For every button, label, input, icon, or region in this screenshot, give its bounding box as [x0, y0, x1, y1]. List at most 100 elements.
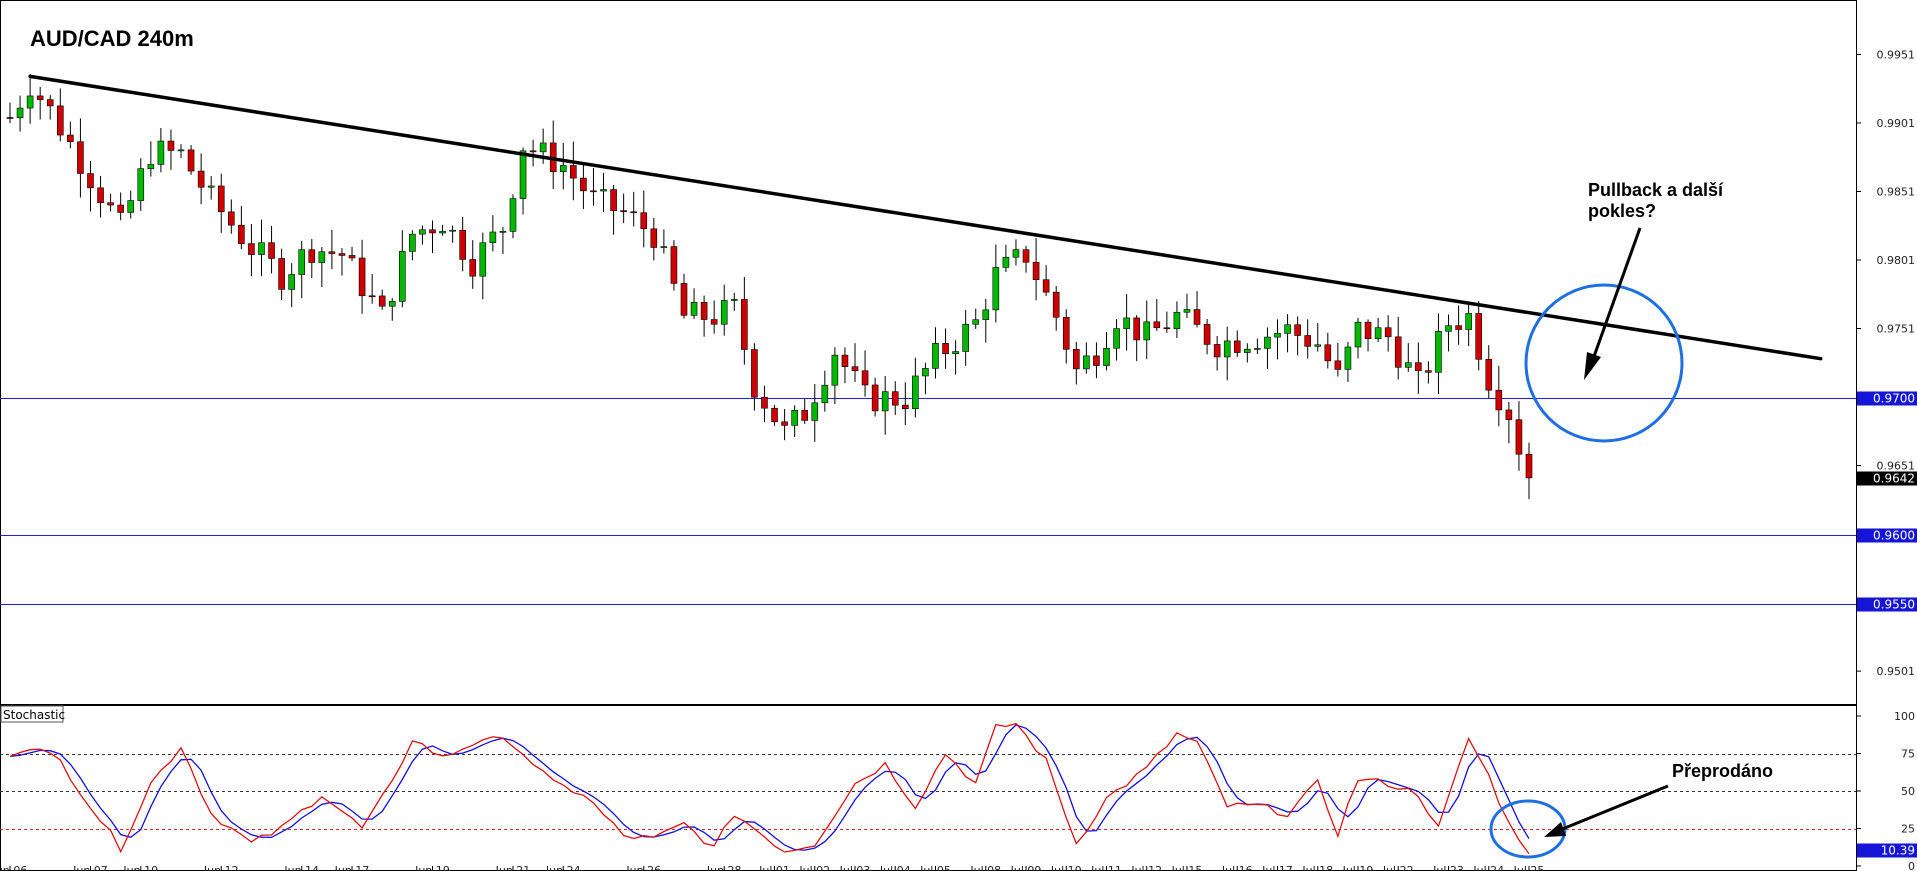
candle — [6, 102, 14, 124]
time-tick-label: Jun 28 — [706, 864, 742, 871]
candle — [1133, 315, 1140, 362]
candle — [650, 217, 658, 261]
time-tick-label: Jul 10 — [1050, 864, 1082, 871]
time-tick-label: Jul 01 — [758, 864, 790, 871]
candle — [1475, 300, 1483, 371]
candle — [56, 88, 64, 142]
candle — [1404, 343, 1412, 372]
candle — [1505, 401, 1513, 444]
candle — [710, 300, 718, 334]
candle — [449, 225, 456, 243]
candle — [409, 230, 416, 261]
candle — [1394, 316, 1402, 380]
candle — [1274, 319, 1281, 360]
candle — [610, 185, 617, 235]
candle — [670, 240, 678, 291]
stochastic-lines — [0, 722, 1856, 855]
candle — [942, 328, 949, 369]
candle — [107, 193, 114, 212]
candle — [137, 158, 145, 211]
candle — [1334, 342, 1342, 377]
candle — [248, 224, 255, 277]
price-pane — [0, 0, 1857, 705]
candle — [559, 142, 567, 190]
candle — [348, 246, 356, 262]
candle — [801, 399, 809, 424]
candle — [1435, 313, 1442, 395]
pullback-circle — [1524, 283, 1684, 443]
time-tick-label: Jun 26 — [625, 864, 661, 871]
candle — [1445, 314, 1452, 352]
candle — [1022, 245, 1030, 273]
candle — [318, 247, 326, 287]
candle — [197, 153, 205, 205]
candle — [620, 193, 627, 224]
level-tag-label-2: 0.9550 — [1873, 598, 1915, 612]
candle — [298, 241, 306, 299]
candle — [489, 215, 497, 252]
time-tick-label: Jun 19 — [414, 864, 450, 871]
time-tick-label: Jun 06 — [0, 864, 27, 871]
candle — [992, 244, 1000, 323]
time-tick-label: Jun 14 — [283, 864, 319, 871]
level-tag-1 — [1857, 528, 1917, 543]
time-tick-label: Jul 16 — [1221, 864, 1253, 871]
time-tick-label: Jul 08 — [969, 864, 1001, 871]
stoch-tick-label: 75 — [1901, 748, 1915, 761]
time-tick-label: Jun 17 — [334, 864, 370, 871]
chart-title: AUD/CAD 240m — [30, 26, 194, 51]
candle — [1062, 309, 1070, 364]
candle — [16, 95, 24, 132]
candle — [26, 73, 34, 124]
candle — [419, 225, 426, 245]
candle — [288, 263, 295, 308]
candle — [1032, 238, 1040, 301]
time-tick-label: Jul 05 — [919, 864, 951, 871]
candle — [1284, 314, 1291, 353]
candle — [580, 164, 587, 209]
candle — [690, 288, 698, 319]
stoch-tick-label: 50 — [1901, 785, 1915, 798]
time-tick-label: Jul 18 — [1301, 864, 1333, 871]
candle — [1052, 286, 1060, 331]
candle — [1515, 401, 1523, 471]
candle — [831, 347, 839, 405]
candle — [127, 190, 135, 219]
price-tick-label: 0.9851 — [1877, 185, 1916, 198]
price-tick-label: 0.9801 — [1877, 254, 1916, 267]
time-tick-label: Jul 17 — [1261, 864, 1293, 871]
pullback-note-line2: pokles? — [1588, 201, 1656, 221]
stoch-current-label: 10.39 — [1881, 844, 1915, 858]
candle — [1364, 319, 1372, 352]
candle — [479, 232, 487, 300]
level-tag-2 — [1857, 597, 1917, 612]
stochastic-label-box — [0, 705, 64, 723]
time-tick-label: Jul 25 — [1513, 864, 1545, 871]
candle — [902, 382, 909, 425]
candle — [1425, 361, 1432, 384]
candle — [529, 139, 537, 167]
candle — [77, 118, 84, 198]
candle — [700, 295, 708, 337]
time-tick-label: Jul 02 — [798, 864, 830, 871]
candle — [459, 217, 466, 272]
candle — [87, 161, 94, 212]
candle — [147, 141, 155, 177]
candle — [912, 357, 919, 418]
candle — [932, 327, 939, 379]
candle — [1254, 338, 1261, 355]
candle — [630, 191, 637, 227]
candle — [67, 121, 74, 149]
stochastic-label: Stochastic — [3, 708, 65, 722]
candle — [1083, 342, 1090, 374]
candle — [429, 220, 436, 254]
candle — [1073, 341, 1080, 385]
time-tick-label: Jun 21 — [495, 864, 531, 871]
candle — [328, 229, 336, 270]
candle — [741, 277, 748, 365]
candle — [1324, 332, 1332, 369]
candle — [1485, 345, 1493, 399]
candle — [982, 298, 990, 343]
candle — [1374, 317, 1382, 343]
candle — [811, 384, 819, 442]
